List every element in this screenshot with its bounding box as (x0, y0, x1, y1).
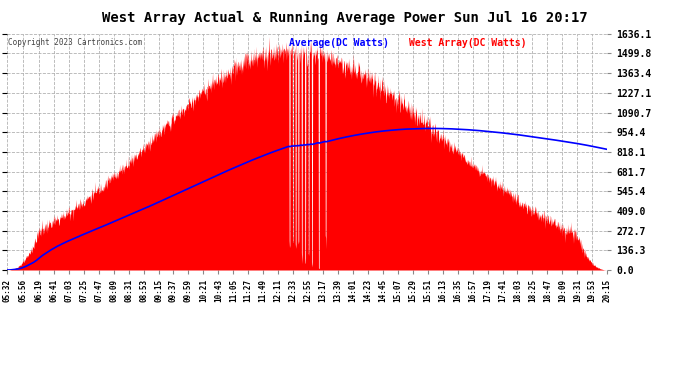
Text: West Array Actual & Running Average Power Sun Jul 16 20:17: West Array Actual & Running Average Powe… (102, 11, 588, 26)
Text: West Array(DC Watts): West Array(DC Watts) (409, 39, 526, 48)
Text: Average(DC Watts): Average(DC Watts) (289, 39, 389, 48)
Text: Copyright 2023 Cartronics.com: Copyright 2023 Cartronics.com (8, 39, 142, 48)
